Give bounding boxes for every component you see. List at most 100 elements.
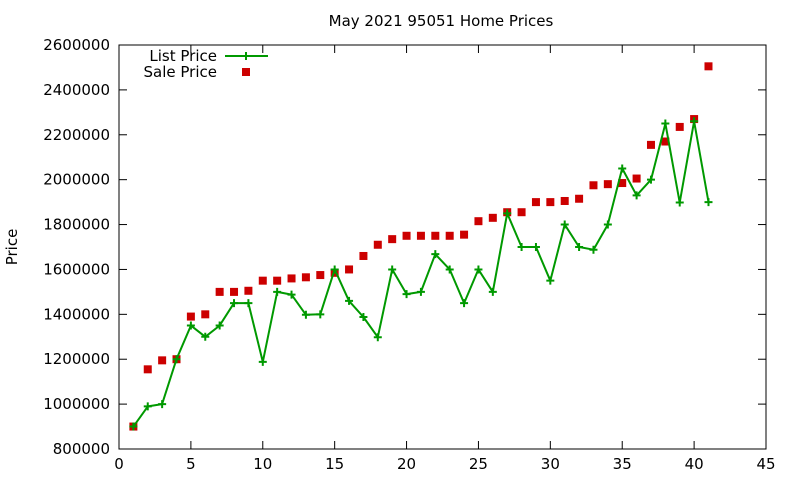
x-tick-label: 5	[186, 455, 196, 473]
x-tick-label: 35	[613, 455, 632, 473]
sale-price-point	[431, 231, 440, 240]
sale-price-point	[201, 310, 210, 319]
sale-price-point	[517, 208, 526, 217]
list-price-marker	[632, 191, 641, 200]
list-price-marker	[603, 220, 612, 229]
x-tick-label: 45	[756, 455, 775, 473]
sale-price-point	[560, 196, 569, 205]
y-tick-label: 1400000	[43, 305, 110, 323]
list-price-marker	[488, 287, 497, 296]
y-tick-label: 2000000	[43, 171, 110, 189]
x-axis-ticks: 0 5 10 15 20 25 30 35 40 45	[114, 45, 776, 473]
sale-price-point	[158, 356, 167, 365]
x-tick-label: 30	[541, 455, 560, 473]
sale-price-point	[618, 179, 627, 188]
sale-price-point	[388, 235, 397, 244]
list-price-marker	[517, 243, 526, 251]
x-tick-label: 0	[114, 455, 124, 473]
plot-frame	[118, 44, 767, 450]
list-price-marker	[215, 321, 224, 330]
y-axis-ticks: 800000 1000000 1200000 1400000 1600000 180000…	[43, 36, 766, 458]
y-tick-label: 800000	[53, 440, 110, 458]
list-price-marker	[460, 299, 469, 308]
y-tick-label: 2200000	[43, 126, 110, 144]
sale-price-point	[488, 213, 497, 222]
list-price-marker	[661, 119, 670, 128]
list-price-marker	[402, 290, 411, 299]
x-tick-label: 25	[469, 455, 488, 473]
sale-price-point	[589, 181, 598, 190]
sale-price-point	[603, 180, 612, 189]
list-price-marker	[273, 287, 282, 296]
list-price-marker	[560, 220, 569, 229]
sale-price-point	[258, 276, 267, 285]
x-tick-label: 10	[253, 455, 272, 473]
list-price-marker	[704, 198, 713, 207]
list-price-marker	[388, 265, 397, 274]
sale-price-point	[460, 230, 469, 239]
sale-price-point	[416, 231, 425, 240]
list-price-marker	[316, 310, 325, 319]
x-tick-label: 15	[325, 455, 344, 473]
list-price-marker	[503, 209, 512, 218]
y-tick-label: 1600000	[43, 260, 110, 278]
list-price-marker	[230, 299, 239, 308]
list-price-marker	[201, 332, 210, 341]
list-price-marker	[359, 313, 368, 322]
x-tick-label: 40	[685, 455, 704, 473]
sale-price-point	[445, 231, 454, 240]
list-price-marker	[301, 310, 310, 319]
list-price-marker	[531, 243, 540, 251]
y-axis-label: Price	[3, 229, 21, 266]
legend-label-sale-price: Sale Price	[144, 63, 217, 81]
chart-title: May 2021 95051 Home Prices	[329, 12, 554, 30]
sale-price-point	[402, 231, 411, 240]
legend-marker-list-price	[242, 52, 250, 60]
sale-price-point	[230, 287, 239, 296]
sale-price-point	[186, 312, 195, 321]
sale-price-point	[316, 271, 325, 280]
y-tick-label: 1200000	[43, 350, 110, 368]
sale-price-point	[632, 174, 641, 183]
sale-price-point	[474, 217, 483, 226]
list-price-marker	[690, 117, 699, 126]
sale-price-point	[359, 251, 368, 260]
list-price-marker	[575, 243, 584, 251]
list-price-marker	[258, 357, 267, 366]
list-price-marker	[244, 299, 253, 308]
y-tick-label: 2600000	[43, 36, 110, 54]
list-price-marker	[431, 250, 440, 259]
list-price-marker	[675, 198, 684, 207]
list-price-marker	[158, 400, 167, 409]
list-price-marker	[546, 276, 555, 285]
sale-price-point	[531, 198, 540, 207]
series-layer	[129, 62, 713, 431]
list-price-marker	[129, 422, 138, 431]
sale-price-point	[215, 287, 224, 296]
sale-price-point	[345, 265, 354, 274]
x-tick-label: 20	[397, 455, 416, 473]
list-price-marker	[186, 321, 195, 330]
list-price-marker	[416, 287, 425, 296]
list-price-marker	[143, 402, 152, 411]
sale-price-point	[575, 194, 584, 203]
list-price-marker	[287, 290, 296, 299]
sale-price-point	[273, 276, 282, 285]
legend-marker-sale-price	[242, 68, 250, 76]
sale-price-point	[301, 273, 310, 282]
sale-price-point	[675, 122, 684, 131]
list-price-marker	[445, 265, 454, 274]
sale-price-point	[287, 274, 296, 283]
sale-price-point	[143, 365, 152, 374]
y-tick-label: 1800000	[43, 216, 110, 234]
list-price-marker	[345, 296, 354, 305]
y-tick-label: 2400000	[43, 81, 110, 99]
sale-price-point	[546, 198, 555, 207]
list-price-marker	[474, 265, 483, 274]
sale-price-point	[373, 240, 382, 249]
list-price-marker	[373, 333, 382, 342]
sale-price-point	[661, 137, 670, 146]
sale-price-point	[244, 286, 253, 295]
